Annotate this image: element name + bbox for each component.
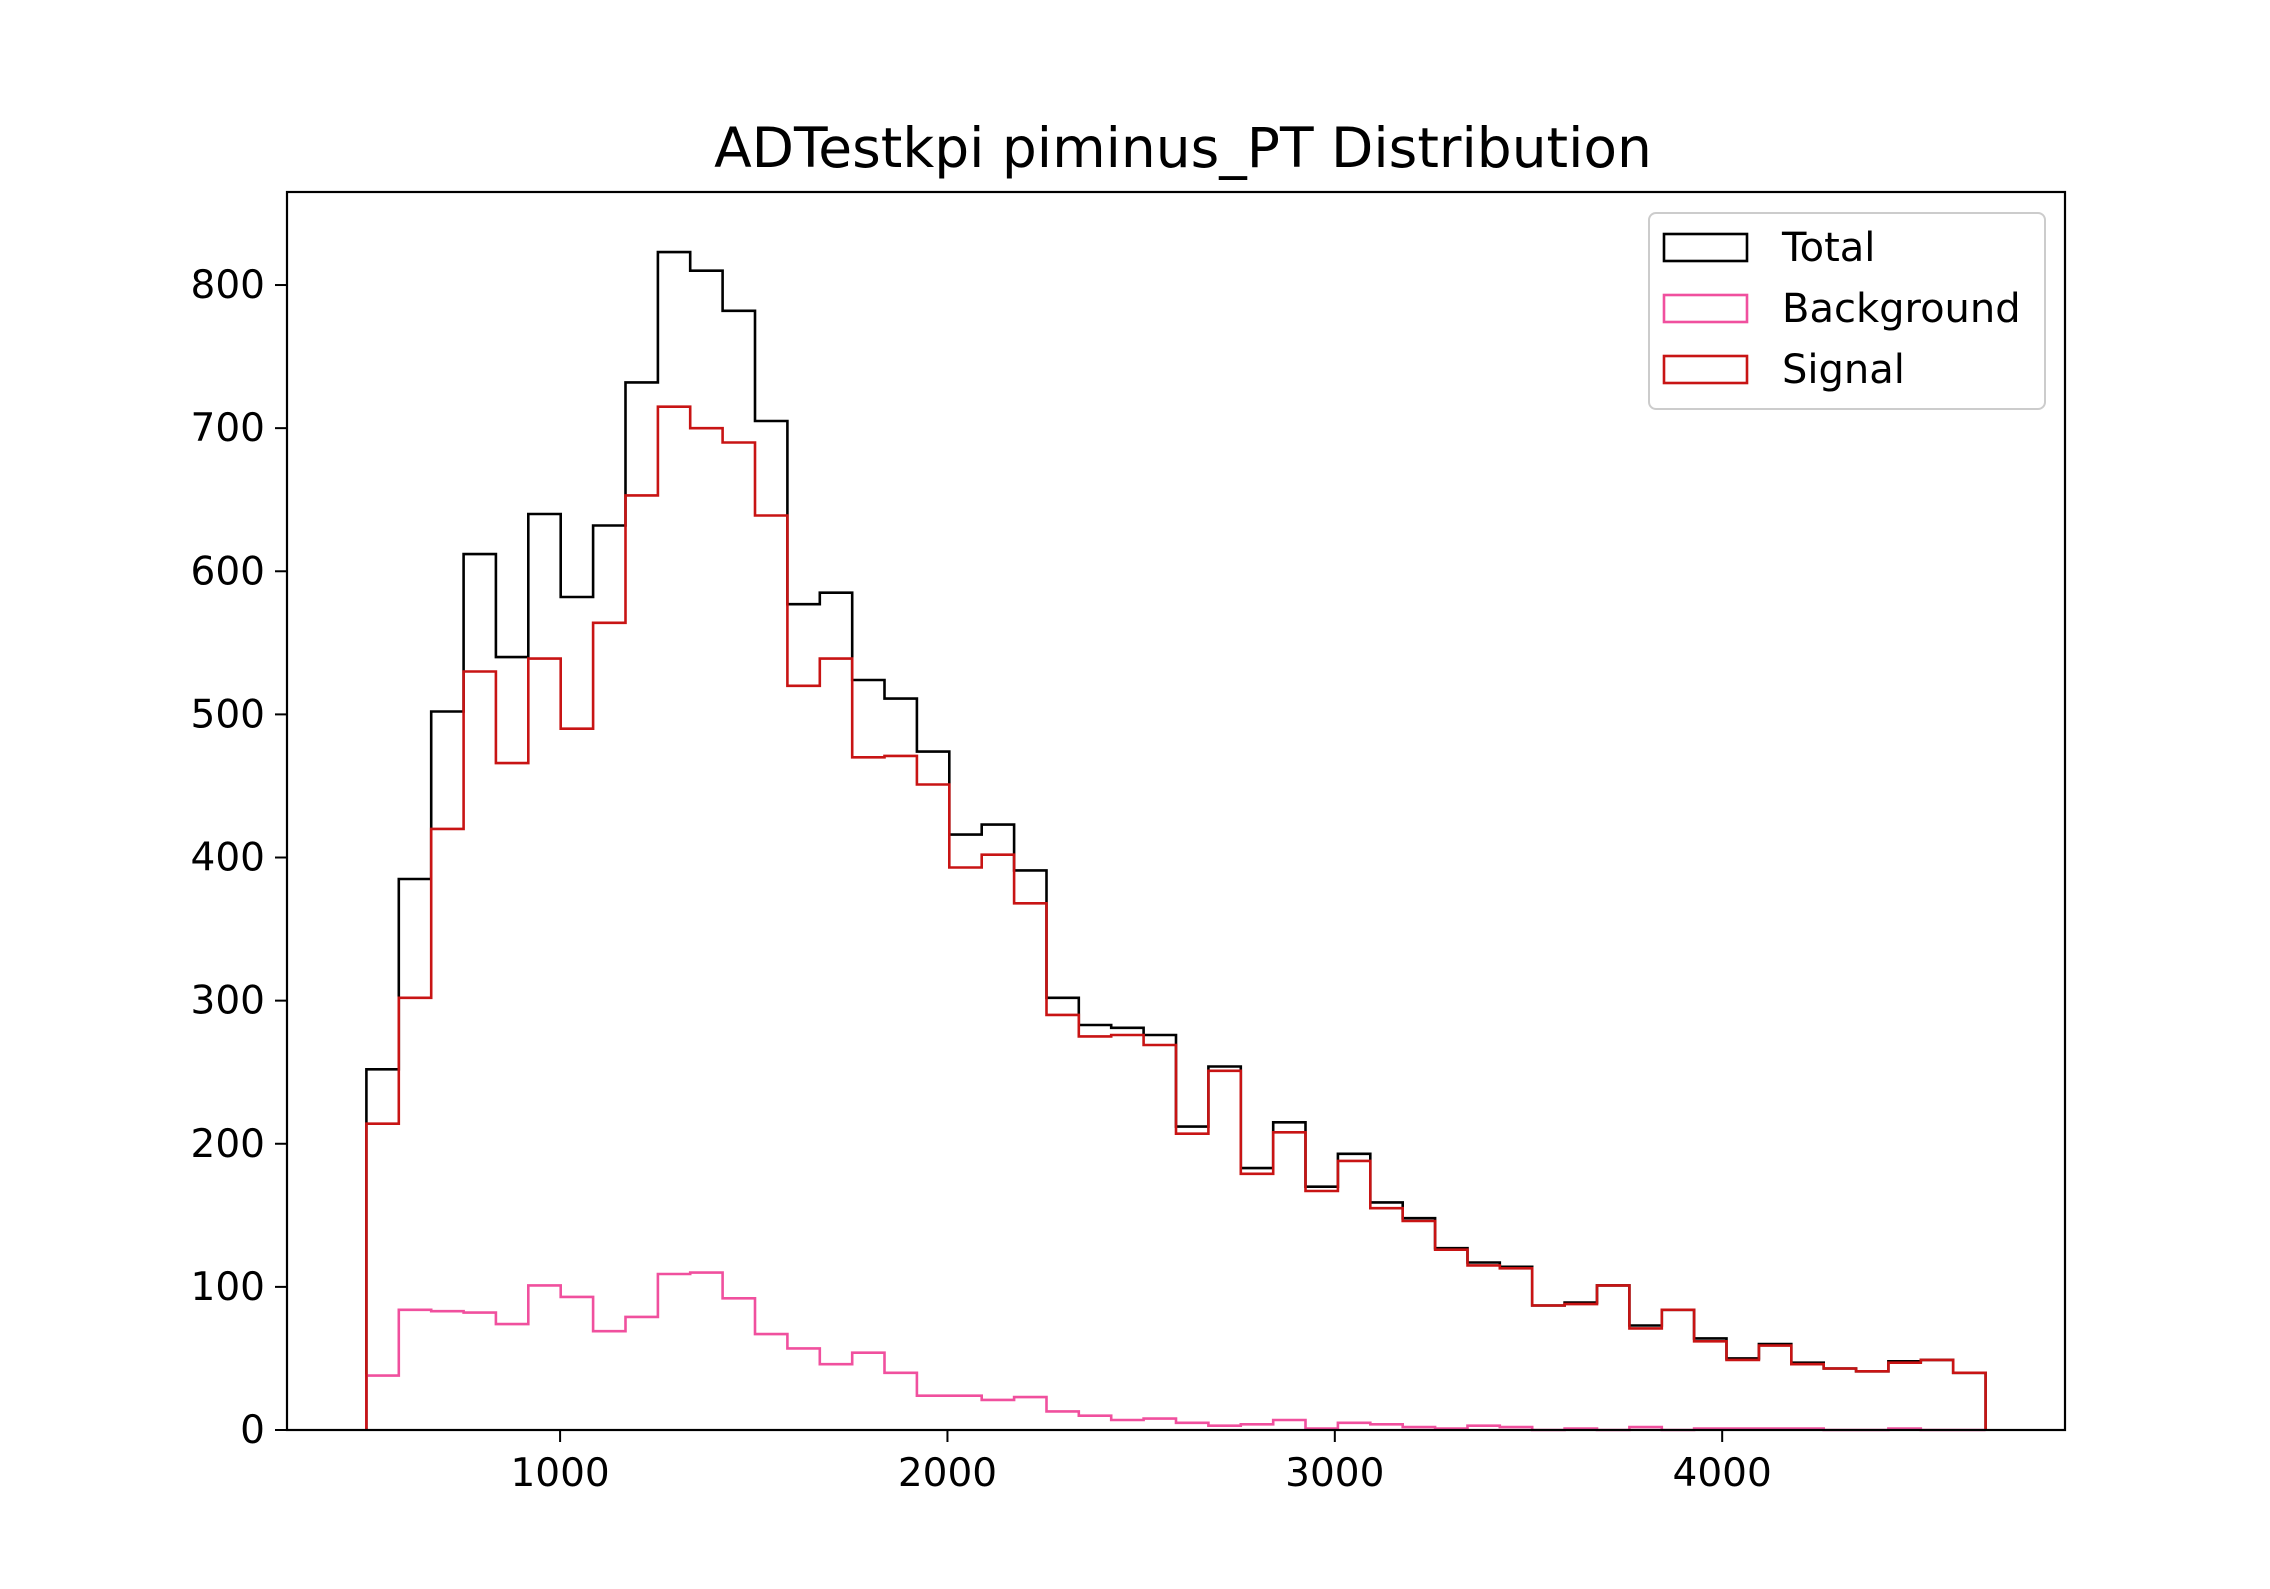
legend-swatch-background (1662, 293, 1749, 324)
legend: Total Background Signal (1648, 212, 2046, 410)
y-tick-label: 200 (191, 1122, 265, 1167)
series-background-step (365, 1271, 1986, 1432)
series-signal-step (365, 405, 1987, 1430)
legend-swatch-signal (1662, 354, 1749, 385)
x-tick-label: 3000 (1285, 1451, 1384, 1496)
y-tick-label: 0 (240, 1408, 265, 1453)
plot-frame (285, 190, 2067, 1432)
legend-label-total: Total (1781, 225, 1875, 271)
legend-label-background: Background (1782, 286, 2021, 332)
legend-label-signal: Signal (1782, 347, 1905, 393)
y-tick-label: 800 (191, 263, 265, 308)
legend-swatch-total (1662, 232, 1749, 263)
x-tick-label: 4000 (1673, 1451, 1772, 1496)
x-axis: 1000 2000 3000 4000 (510, 1430, 1772, 1496)
chart-title: ADTestkpi piminus_PT Distribution (714, 116, 1652, 180)
y-tick-label: 300 (191, 979, 265, 1024)
y-tick-label: 700 (191, 406, 265, 451)
y-axis: 0 100 200 300 400 500 600 700 800 (191, 263, 287, 1453)
y-tick-label: 500 (191, 692, 265, 737)
series-layer (365, 250, 1987, 1432)
y-tick-label: 400 (191, 836, 265, 881)
x-tick-label: 1000 (510, 1451, 609, 1496)
y-tick-label: 100 (191, 1265, 265, 1310)
y-tick-label: 600 (191, 549, 265, 594)
x-tick-label: 2000 (898, 1451, 997, 1496)
